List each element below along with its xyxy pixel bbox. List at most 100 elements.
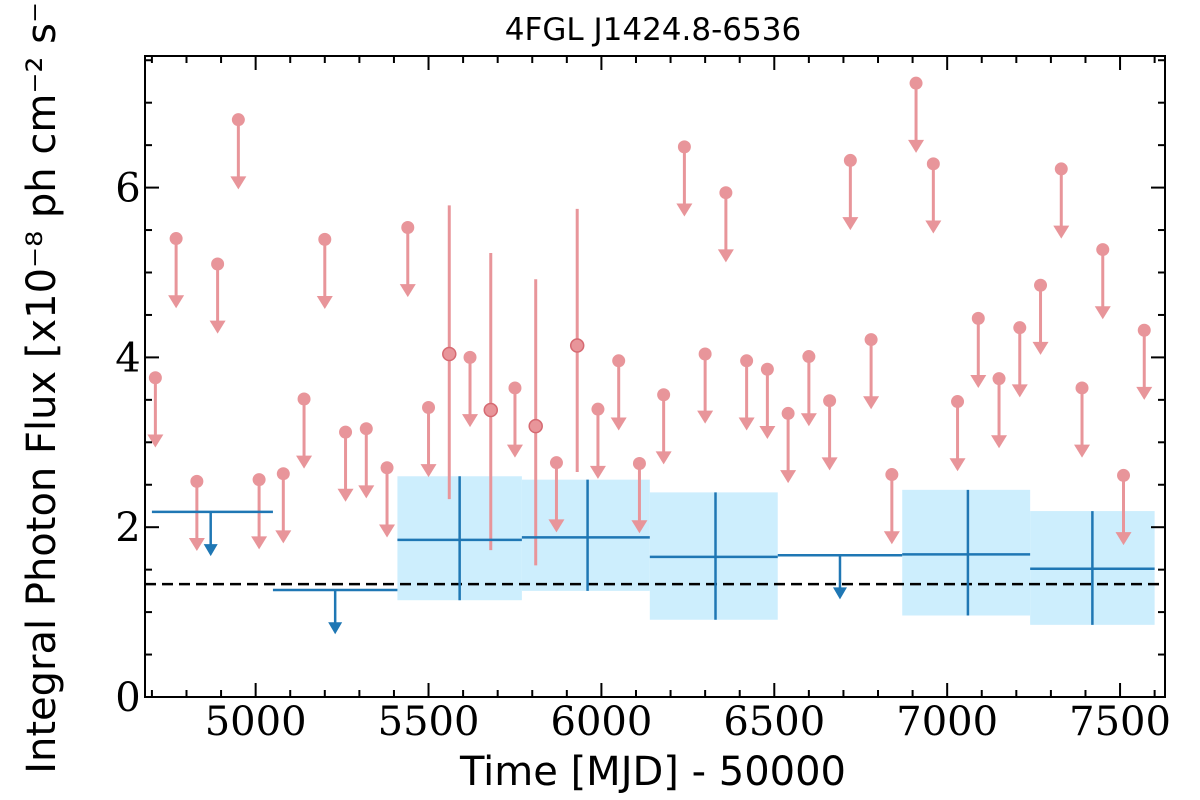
upper-limit-arrow: [316, 296, 333, 310]
upper-limit-point: [657, 388, 671, 402]
x-axis: 5000 5500 6000 6500 7000 7500: [150, 56, 1171, 745]
upper-limit-arrow: [1094, 306, 1111, 320]
upper-limit-point: [612, 354, 626, 368]
upper-limit-arrow: [168, 295, 185, 309]
upper-limit-arrow: [970, 375, 987, 389]
upper-limit-arrow: [738, 417, 755, 431]
upper-limit-arrow: [399, 284, 416, 298]
upper-limit-point: [380, 461, 394, 475]
upper-limit-point: [549, 456, 563, 470]
upper-limit-point: [422, 400, 436, 414]
upper-limit-arrow: [147, 434, 164, 448]
upper-limit-arrow: [832, 587, 847, 600]
upper-limit-point: [1013, 321, 1027, 335]
upper-limit-arrow: [548, 519, 565, 533]
upper-limit-point: [359, 422, 373, 436]
x-tick-label: 7000: [896, 699, 998, 745]
upper-limit-point: [802, 350, 816, 364]
detection-point: [569, 338, 585, 353]
upper-limit-arrow: [328, 622, 343, 635]
upper-limit-point: [632, 457, 646, 471]
upper-limit-arrow: [1053, 225, 1070, 239]
upper-limit-point: [1117, 468, 1131, 482]
upper-limit-arrow: [842, 217, 859, 231]
upper-limit-point: [1075, 381, 1089, 395]
upper-limit-point: [971, 311, 985, 325]
upper-limit-point: [951, 395, 965, 409]
upper-limit-arrow: [462, 414, 479, 428]
upper-limit-point: [190, 474, 204, 488]
upper-limit-arrow: [589, 465, 606, 479]
upper-limit-point: [698, 347, 712, 361]
upper-limit-point: [211, 257, 225, 271]
upper-limit-point: [864, 333, 878, 347]
upper-limit-arrow: [188, 538, 205, 552]
upper-limit-arrow: [1032, 341, 1049, 355]
upper-limit-arrow: [925, 220, 942, 234]
upper-limit-arrow: [759, 425, 776, 439]
x-tick-label: 5000: [205, 699, 307, 745]
upper-limit-arrow: [821, 457, 838, 471]
detection-point: [442, 346, 457, 362]
upper-limit-point: [148, 371, 162, 385]
upper-limit-point: [760, 362, 774, 376]
upper-limit-point: [781, 406, 795, 420]
error-band: [521, 479, 650, 591]
chart-title: 4FGL J1424.8-6536: [505, 12, 801, 48]
upper-limit-arrow: [337, 488, 354, 502]
upper-limit-arrow: [1115, 532, 1132, 546]
upper-limit-point: [823, 394, 837, 408]
upper-limit-point: [297, 392, 311, 406]
upper-limit-arrow: [991, 435, 1008, 449]
error-band: [902, 489, 1031, 616]
upper-limit-point: [1034, 278, 1048, 292]
detection-point: [483, 402, 499, 418]
long-bin-series: [151, 476, 1155, 635]
y-tick-label: 2: [115, 505, 140, 551]
upper-limit-point: [276, 467, 290, 481]
upper-limit-arrow: [676, 203, 693, 217]
upper-limit-arrow: [800, 413, 817, 427]
upper-limit-arrow: [780, 470, 797, 484]
upper-limit-point: [169, 232, 183, 246]
upper-limit-arrow: [863, 396, 880, 410]
x-tick-label: 5500: [378, 699, 480, 745]
upper-limit-point: [508, 381, 522, 395]
x-tick-label: 6000: [551, 699, 653, 745]
upper-limit-arrow: [209, 320, 226, 334]
upper-limit-arrow: [1011, 384, 1028, 398]
upper-limit-point: [401, 220, 415, 234]
upper-limit-point: [339, 425, 353, 439]
upper-limit-point: [885, 468, 899, 482]
upper-limit-point: [677, 140, 691, 154]
y-axis: 0 2 4 6: [115, 59, 1165, 721]
upper-limit-arrow: [883, 531, 900, 545]
upper-limit-arrow: [506, 444, 523, 458]
error-bands: [397, 476, 1155, 625]
upper-limit-arrow: [697, 410, 714, 424]
y-tick-label: 4: [115, 335, 140, 381]
y-tick-label: 6: [115, 166, 140, 212]
upper-limit-arrow: [358, 485, 375, 499]
upper-limit-point: [719, 186, 733, 200]
upper-limit-arrow: [908, 139, 925, 153]
upper-limit-point: [740, 354, 754, 368]
upper-limit-point: [909, 76, 923, 90]
upper-limit-point: [1096, 243, 1110, 257]
upper-limit-point: [463, 350, 477, 364]
upper-limit-arrow: [655, 451, 672, 465]
x-tick-label: 7500: [1069, 699, 1171, 745]
upper-limit-point: [926, 157, 940, 171]
upper-limit-arrow: [296, 455, 313, 469]
upper-limit-point: [318, 232, 332, 246]
upper-limit-point: [843, 153, 857, 167]
detection-point: [528, 418, 543, 434]
upper-limit-arrow: [1136, 386, 1153, 400]
upper-limit-arrow: [610, 417, 627, 431]
y-axis-label: Integral Photon Flux [x10⁻⁸ ph cm⁻² s⁻¹]: [19, 0, 65, 774]
upper-limit-arrow: [1074, 444, 1091, 458]
upper-limit-point: [1054, 162, 1068, 176]
upper-limit-arrow: [251, 536, 268, 550]
